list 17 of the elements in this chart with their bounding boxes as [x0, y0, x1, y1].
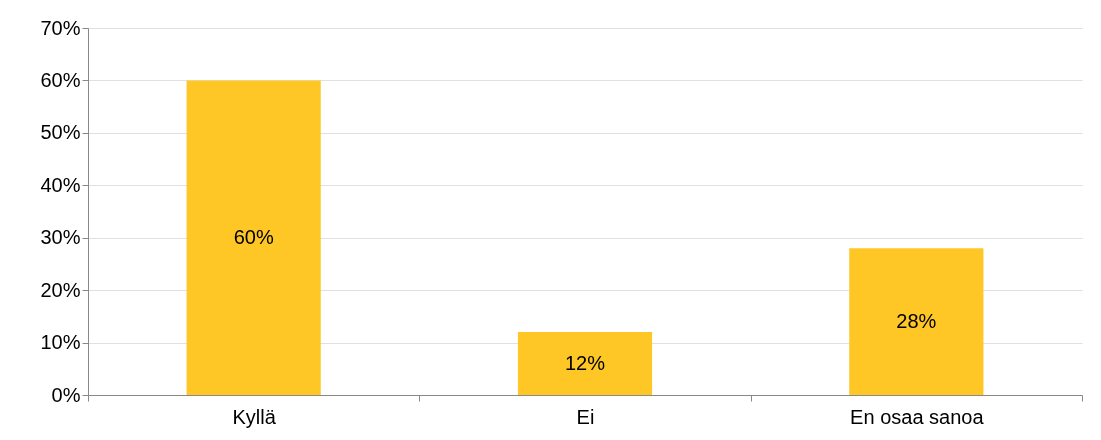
y-tick-label: 70%	[40, 16, 81, 39]
bar	[186, 80, 321, 395]
y-tick-label: 10%	[40, 331, 81, 354]
data-label: 28%	[896, 309, 937, 332]
data-label: 12%	[564, 351, 606, 374]
bar	[849, 248, 984, 395]
y-tick-label: 40%	[40, 173, 81, 196]
x-tick-label: Kyllä	[232, 405, 277, 428]
y-tick-label: 60%	[40, 68, 81, 91]
y-tick-label: 30%	[40, 226, 81, 249]
x-tick-label: En osaa sanoa	[850, 405, 985, 428]
data-label: 60%	[233, 225, 274, 248]
y-tick-label: 0%	[51, 383, 81, 406]
bar	[517, 332, 653, 395]
y-tick-label: 50%	[40, 121, 81, 144]
x-tick-label: Ei	[576, 405, 595, 428]
y-tick-label: 20%	[40, 278, 81, 301]
